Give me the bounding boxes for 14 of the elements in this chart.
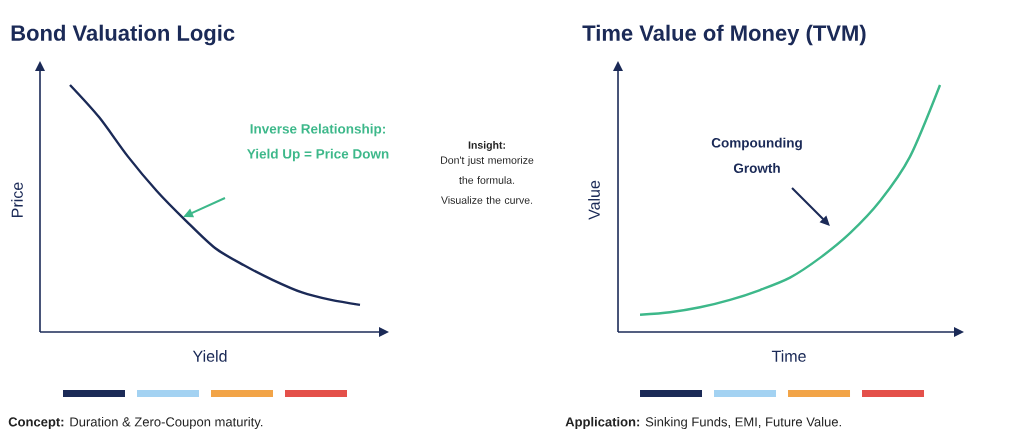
annotation: Compounding xyxy=(711,137,802,151)
annotation: Growth xyxy=(733,163,780,173)
x-axis-title: Time xyxy=(771,350,806,362)
chart-title: Time Value of Money (TVM) xyxy=(582,24,866,46)
y-axis-title: Price xyxy=(11,182,23,217)
text: Don't just memorize the formula. Visualize the curve. xyxy=(441,156,534,204)
y-axis-title: Value xyxy=(588,180,600,220)
text: Application: Sinking Funds, EMI, Future Value. xyxy=(565,416,841,430)
x-axis-title: Yield xyxy=(192,350,227,362)
text: Concept: Duration & Zero-Coupon maturity. xyxy=(8,416,263,430)
text: Insight: xyxy=(468,141,505,151)
annotation: Yield Up = Price Down xyxy=(247,148,389,162)
chart-title: Bond Valuation Logic xyxy=(11,24,235,46)
annotation: Inverse Relationship: xyxy=(250,123,385,137)
